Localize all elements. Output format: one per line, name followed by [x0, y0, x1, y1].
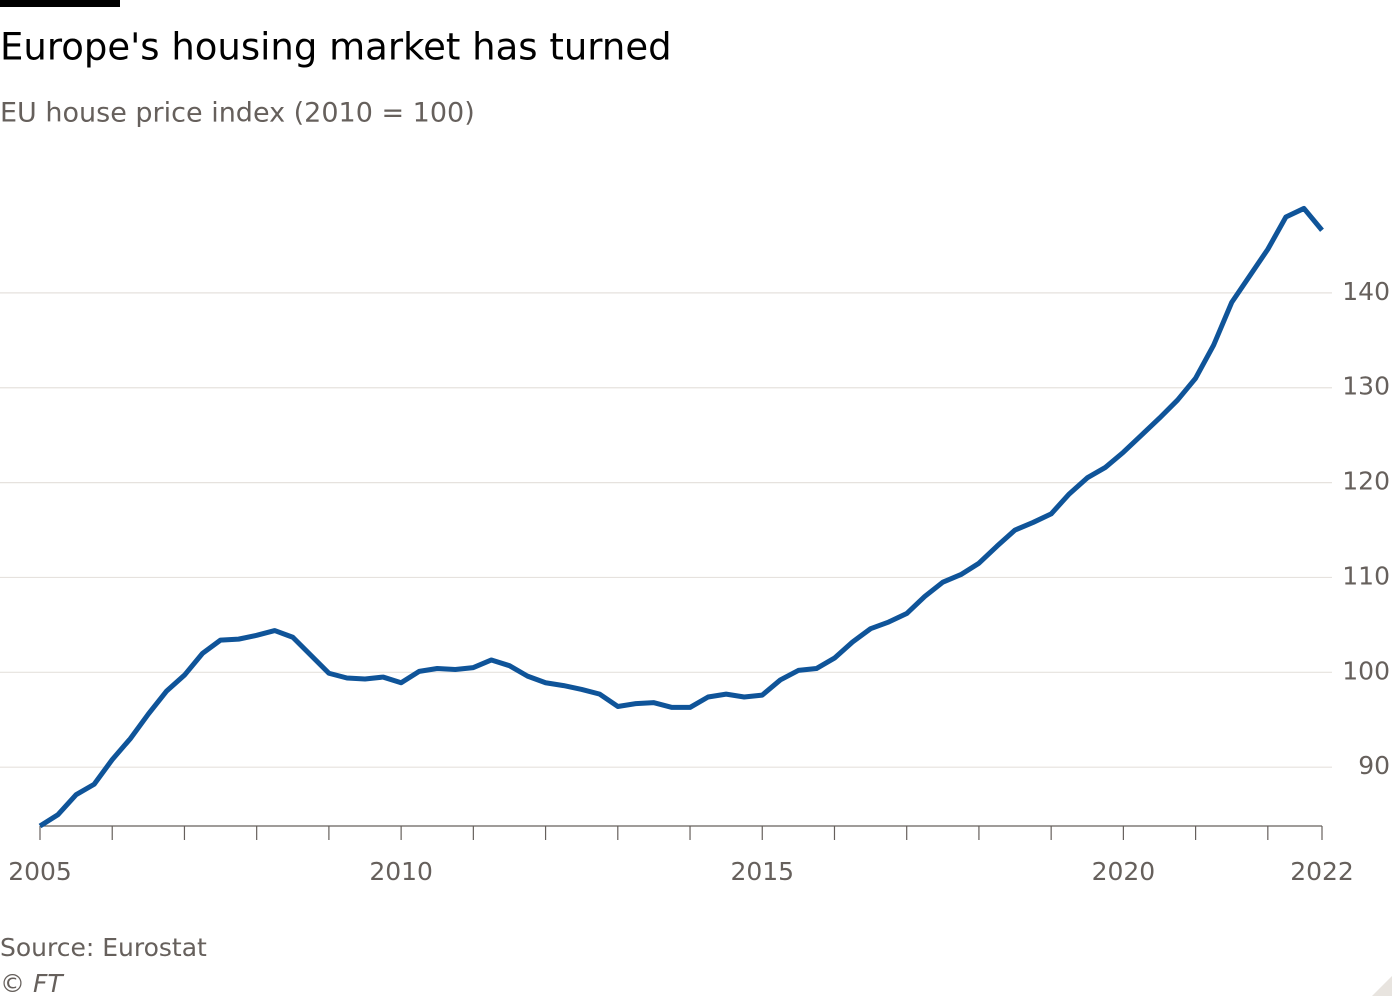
y-tick-label: 140	[1342, 277, 1390, 306]
series-line	[38, 205, 1324, 829]
x-tick-label: 2010	[369, 857, 433, 886]
chart-title: Europe's housing market has turned	[0, 26, 672, 69]
source: Source: Eurostat	[0, 933, 207, 962]
credit: © FT	[0, 969, 64, 998]
x-tick-label: 2015	[730, 857, 794, 886]
y-tick-label: 90	[1358, 751, 1390, 780]
x-tick-label: 2020	[1092, 857, 1156, 886]
x-tick-label: 2022	[1290, 857, 1354, 886]
chart-subtitle: EU house price index (2010 = 100)	[0, 98, 475, 129]
y-tick-label: 120	[1342, 467, 1390, 496]
y-tick-label: 130	[1342, 372, 1390, 401]
y-tick-label: 110	[1342, 561, 1390, 590]
x-tick-label: 2005	[8, 857, 72, 886]
y-tick-label: 100	[1342, 656, 1390, 685]
corner-mark	[1372, 976, 1392, 996]
brand-bar	[0, 0, 120, 7]
